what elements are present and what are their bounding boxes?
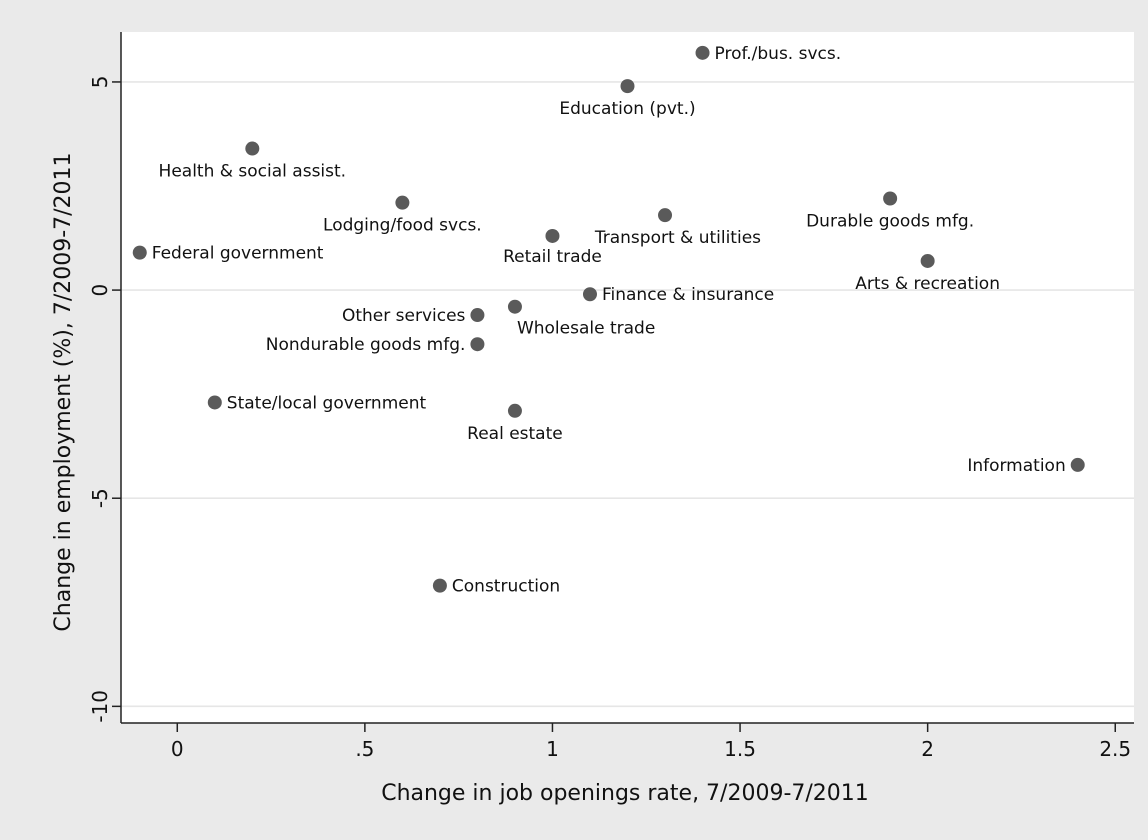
data-point — [470, 337, 485, 352]
point-label: Real estate — [467, 424, 563, 444]
x-tick-label: 2 — [921, 737, 934, 761]
point-label: Retail trade — [503, 247, 602, 267]
point-label: Lodging/food svcs. — [323, 216, 482, 236]
data-point — [883, 191, 898, 206]
data-point — [207, 395, 222, 410]
data-point — [432, 578, 447, 593]
data-point — [545, 228, 560, 243]
x-tick-label: 0 — [171, 737, 184, 761]
data-point — [920, 253, 935, 268]
point-label: Durable goods mfg. — [806, 212, 974, 232]
x-tick-label: 1 — [546, 737, 559, 761]
x-tick-label: .5 — [355, 737, 374, 761]
data-point — [1070, 457, 1085, 472]
y-tick-label: -5 — [88, 488, 112, 508]
data-point — [507, 299, 522, 314]
point-label: Health & social assist. — [159, 162, 347, 182]
y-tick-label: 5 — [88, 76, 112, 89]
point-labels: Prof./bus. svcs. Education (pvt.) Health &… — [152, 44, 1066, 597]
data-point — [470, 308, 485, 323]
point-label: Construction — [452, 577, 560, 597]
y-tick-label: -10 — [88, 690, 112, 723]
data-point — [695, 45, 710, 60]
point-label: Federal government — [152, 244, 324, 264]
axes: -10 -5 0 5 0 .5 1 1.5 2 2.5 — [88, 32, 1134, 761]
data-points — [132, 45, 1085, 593]
data-point — [620, 79, 635, 94]
plot-area — [121, 32, 1134, 723]
data-point — [582, 287, 597, 302]
x-axis-title: Change in job openings rate, 7/2009-7/20… — [381, 781, 869, 806]
x-tick-label: 1.5 — [724, 737, 756, 761]
point-label: Information — [967, 456, 1065, 476]
point-label: Prof./bus. svcs. — [715, 44, 842, 64]
y-tick-label: 0 — [88, 284, 112, 297]
point-label: Transport & utilities — [594, 228, 761, 248]
point-label: Education (pvt.) — [559, 99, 695, 119]
data-point — [658, 208, 673, 223]
data-point — [395, 195, 410, 210]
x-tick-label: 2.5 — [1099, 737, 1131, 761]
data-point — [245, 141, 260, 156]
data-point — [507, 403, 522, 418]
point-label: Other services — [342, 306, 466, 326]
point-label: Finance & insurance — [602, 285, 774, 305]
point-label: Nondurable goods mfg. — [266, 335, 466, 355]
data-point — [132, 245, 147, 260]
y-axis-title: Change in employment (%), 7/2009-7/2011 — [51, 152, 76, 631]
point-label: Arts & recreation — [855, 274, 1000, 294]
point-label: Wholesale trade — [517, 319, 655, 339]
point-label: State/local government — [227, 393, 427, 413]
